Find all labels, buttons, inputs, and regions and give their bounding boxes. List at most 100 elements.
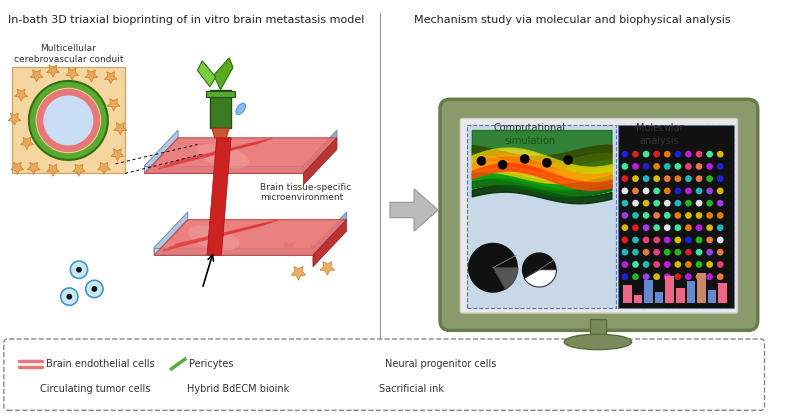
Circle shape bbox=[717, 224, 723, 231]
Circle shape bbox=[642, 188, 650, 194]
Circle shape bbox=[622, 175, 628, 182]
Circle shape bbox=[696, 188, 702, 194]
Circle shape bbox=[632, 175, 639, 182]
Circle shape bbox=[706, 151, 713, 158]
Circle shape bbox=[86, 280, 103, 298]
Circle shape bbox=[696, 200, 702, 207]
Circle shape bbox=[685, 163, 692, 170]
Circle shape bbox=[674, 200, 682, 207]
Bar bbox=[686, 281, 695, 303]
Ellipse shape bbox=[36, 88, 101, 153]
Circle shape bbox=[696, 273, 702, 280]
Circle shape bbox=[622, 273, 628, 280]
Circle shape bbox=[632, 151, 639, 158]
Circle shape bbox=[632, 236, 639, 243]
FancyBboxPatch shape bbox=[11, 68, 125, 173]
Circle shape bbox=[664, 200, 670, 207]
Circle shape bbox=[696, 261, 702, 268]
Circle shape bbox=[632, 273, 639, 280]
Polygon shape bbox=[73, 164, 86, 176]
Polygon shape bbox=[30, 70, 43, 82]
Circle shape bbox=[70, 261, 88, 278]
Circle shape bbox=[654, 175, 660, 182]
Circle shape bbox=[685, 175, 692, 182]
Text: Computational
simulation: Computational simulation bbox=[494, 123, 566, 146]
Circle shape bbox=[664, 261, 670, 268]
Circle shape bbox=[674, 163, 682, 170]
Polygon shape bbox=[282, 242, 296, 256]
Ellipse shape bbox=[29, 81, 108, 160]
Circle shape bbox=[622, 163, 628, 170]
FancyBboxPatch shape bbox=[467, 125, 616, 308]
Ellipse shape bbox=[564, 334, 632, 349]
Circle shape bbox=[685, 188, 692, 194]
Circle shape bbox=[498, 160, 507, 170]
Text: Hybrid BdECM bioink: Hybrid BdECM bioink bbox=[186, 384, 289, 394]
Circle shape bbox=[632, 200, 639, 207]
Circle shape bbox=[674, 151, 682, 158]
Circle shape bbox=[642, 273, 650, 280]
Circle shape bbox=[664, 175, 670, 182]
Circle shape bbox=[632, 249, 639, 255]
Circle shape bbox=[664, 163, 670, 170]
Circle shape bbox=[654, 188, 660, 194]
Bar bbox=[634, 295, 642, 303]
Polygon shape bbox=[154, 212, 188, 255]
Circle shape bbox=[664, 249, 670, 255]
Bar bbox=[644, 280, 653, 303]
FancyBboxPatch shape bbox=[590, 319, 606, 340]
Circle shape bbox=[674, 188, 682, 194]
Circle shape bbox=[622, 200, 628, 207]
Circle shape bbox=[717, 249, 723, 255]
Circle shape bbox=[23, 386, 30, 392]
Polygon shape bbox=[27, 162, 40, 174]
Polygon shape bbox=[14, 89, 27, 101]
Circle shape bbox=[717, 273, 723, 280]
Circle shape bbox=[654, 200, 660, 207]
Polygon shape bbox=[85, 70, 98, 82]
Polygon shape bbox=[198, 61, 216, 87]
Circle shape bbox=[706, 200, 713, 207]
Circle shape bbox=[632, 163, 639, 170]
Circle shape bbox=[654, 273, 660, 280]
Circle shape bbox=[76, 267, 82, 273]
Text: Brain tissue-specific
microenvironment: Brain tissue-specific microenvironment bbox=[260, 183, 351, 202]
Circle shape bbox=[717, 236, 723, 243]
Circle shape bbox=[664, 151, 670, 158]
Polygon shape bbox=[313, 220, 346, 267]
Circle shape bbox=[622, 249, 628, 255]
Circle shape bbox=[654, 212, 660, 219]
Circle shape bbox=[674, 261, 682, 268]
Wedge shape bbox=[493, 268, 518, 289]
Text: Pericytes: Pericytes bbox=[189, 359, 234, 369]
Circle shape bbox=[685, 224, 692, 231]
Bar bbox=[654, 291, 663, 303]
Circle shape bbox=[664, 273, 670, 280]
Circle shape bbox=[654, 151, 660, 158]
FancyBboxPatch shape bbox=[460, 118, 738, 313]
Circle shape bbox=[632, 224, 639, 231]
Text: Circulating tumor cells: Circulating tumor cells bbox=[41, 384, 151, 394]
Polygon shape bbox=[66, 68, 78, 80]
Circle shape bbox=[66, 294, 72, 299]
Polygon shape bbox=[145, 130, 178, 173]
Circle shape bbox=[622, 224, 628, 231]
Circle shape bbox=[674, 249, 682, 255]
Polygon shape bbox=[11, 162, 24, 174]
Circle shape bbox=[642, 236, 650, 243]
Circle shape bbox=[706, 175, 713, 182]
Circle shape bbox=[622, 236, 628, 243]
Circle shape bbox=[674, 175, 682, 182]
Polygon shape bbox=[236, 103, 246, 115]
FancyBboxPatch shape bbox=[206, 91, 235, 97]
Circle shape bbox=[632, 212, 639, 219]
Polygon shape bbox=[309, 244, 323, 258]
Polygon shape bbox=[366, 358, 381, 372]
Polygon shape bbox=[46, 65, 59, 77]
Circle shape bbox=[642, 200, 650, 207]
Circle shape bbox=[642, 261, 650, 268]
Circle shape bbox=[706, 224, 713, 231]
Wedge shape bbox=[524, 270, 557, 287]
Text: In-bath 3D triaxial bioprinting of in vitro brain metastasis model: In-bath 3D triaxial bioprinting of in vi… bbox=[8, 15, 364, 24]
Text: Mechanism study via molecular and biophysical analysis: Mechanism study via molecular and biophy… bbox=[414, 15, 730, 24]
